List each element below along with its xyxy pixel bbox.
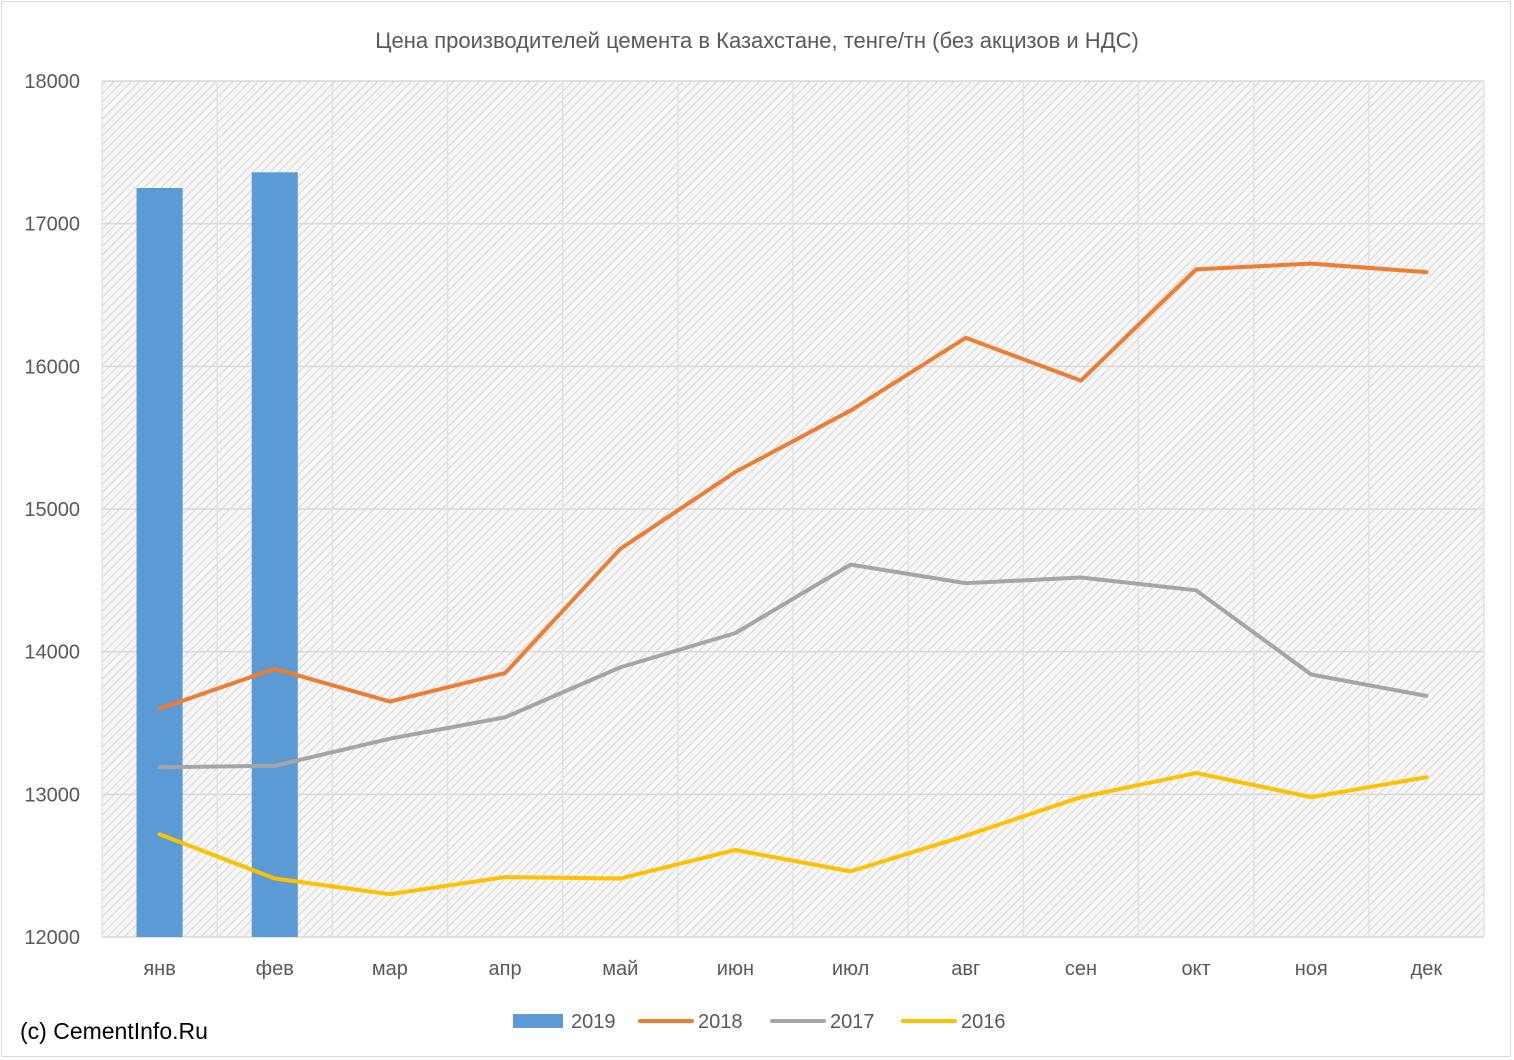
- x-tick-label: янв: [143, 958, 176, 980]
- y-axis-ticks: 12000 13000 14000 15000 16000 17000 18000: [24, 71, 80, 949]
- line-2018: [157, 261, 1429, 711]
- y-tick-label: 16000: [24, 356, 80, 378]
- bar-2019-янв: [136, 188, 183, 937]
- legend-label-2016: 2016: [961, 1011, 1006, 1033]
- y-tick-label: 14000: [24, 642, 80, 664]
- y-tick-label: 17000: [24, 214, 80, 236]
- x-tick-label: июл: [832, 958, 869, 980]
- gridlines: [101, 80, 1485, 938]
- x-tick-label: фев: [256, 958, 294, 980]
- x-tick-label: дек: [1411, 958, 1443, 980]
- y-tick-label: 13000: [24, 784, 80, 806]
- x-tick-label: сен: [1065, 958, 1097, 980]
- x-axis-ticks: янв фев мар апр май июн июл авг сен окт ноя дек: [143, 958, 1442, 980]
- x-tick-label: окт: [1181, 958, 1210, 980]
- line-series: [157, 261, 1429, 897]
- bar-series-2019: [136, 172, 298, 938]
- y-tick-label: 18000: [24, 71, 80, 93]
- y-tick-label: 12000: [24, 927, 80, 949]
- y-tick-label: 15000: [24, 499, 80, 521]
- bar-2019-фев: [251, 172, 298, 938]
- x-tick-label: мар: [372, 958, 408, 980]
- chart-title: Цена производителей цемента в Казахстане…: [375, 28, 1139, 53]
- legend-label-2017: 2017: [830, 1011, 875, 1033]
- legend-swatch-2019: [513, 1014, 563, 1028]
- line-2017: [157, 562, 1429, 770]
- x-tick-label: ноя: [1295, 958, 1328, 980]
- legend-label-2019: 2019: [571, 1011, 616, 1033]
- x-tick-label: июн: [717, 958, 754, 980]
- legend: 2019 2018 2017 2016: [513, 1011, 1006, 1033]
- line-2016: [157, 770, 1429, 897]
- x-tick-label: авг: [951, 958, 980, 980]
- credit-text: (c) CementInfo.Ru: [20, 1018, 208, 1044]
- x-tick-label: апр: [489, 958, 522, 980]
- legend-label-2018: 2018: [698, 1011, 743, 1033]
- x-tick-label: май: [602, 958, 638, 980]
